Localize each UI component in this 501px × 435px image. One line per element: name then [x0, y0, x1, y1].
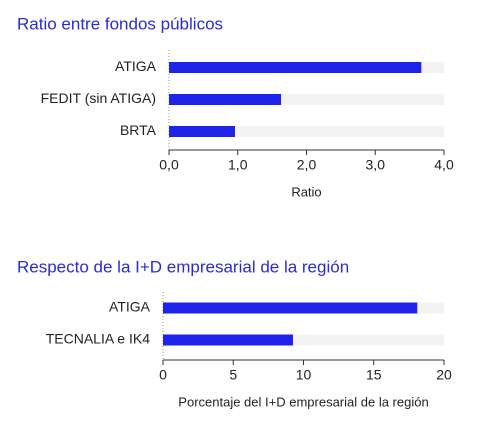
x-axis-label: Ratio	[291, 184, 321, 199]
x-tick-label: 0	[159, 367, 167, 383]
x-axis-label: Porcentaje del I+D empresarial de la reg…	[178, 394, 428, 409]
x-tick-label: 20	[436, 367, 452, 383]
chart-title: Respecto de la I+D empresarial de la reg…	[17, 257, 349, 276]
bar	[169, 94, 282, 105]
bar-track	[169, 126, 444, 137]
x-tick-label: 2,0	[297, 157, 317, 173]
y-tick-label: FEDIT (sin ATIGA)	[41, 90, 156, 106]
x-tick-label: 15	[366, 367, 382, 383]
y-tick-label: ATIGA	[115, 58, 157, 74]
chart-title: Ratio entre fondos públicos	[17, 14, 223, 33]
y-tick-label: BRTA	[120, 122, 157, 138]
x-tick-label: 4,0	[434, 157, 454, 173]
x-tick-label: 10	[296, 367, 312, 383]
x-tick-label: 0,0	[159, 157, 179, 173]
x-tick-label: 3,0	[366, 157, 386, 173]
bar-track	[163, 334, 444, 346]
y-tick-label: TECNALIA e IK4	[46, 331, 150, 347]
bar	[163, 334, 293, 346]
y-tick-label: ATIGA	[109, 299, 151, 315]
bar	[169, 126, 235, 137]
x-tick-label: 1,0	[228, 157, 248, 173]
x-tick-label: 5	[229, 367, 237, 383]
bar	[169, 62, 422, 73]
bar	[163, 302, 418, 314]
bar-track	[169, 94, 444, 105]
